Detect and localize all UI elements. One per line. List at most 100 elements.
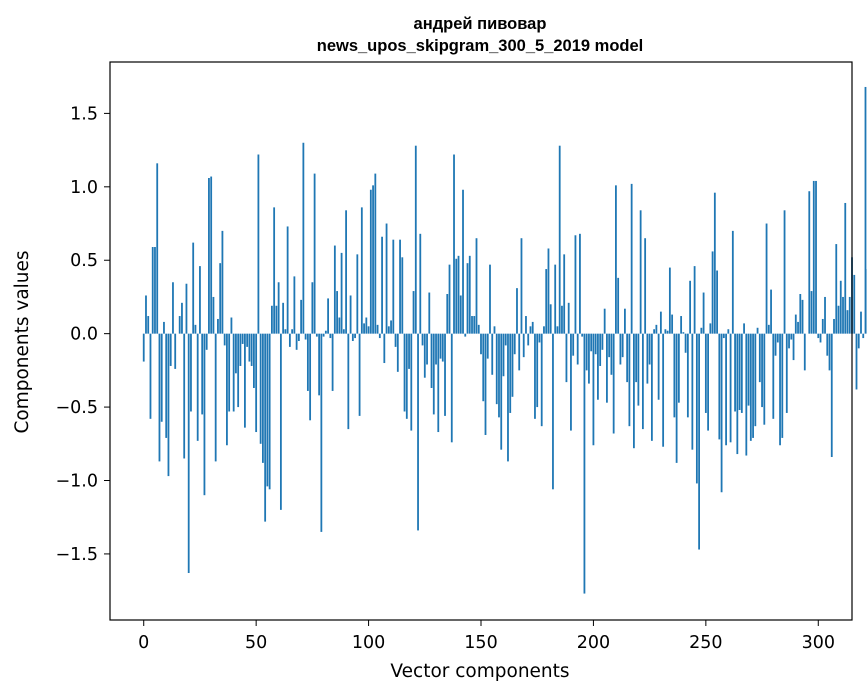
y-tick-label: 0.5: [70, 251, 98, 271]
bar-216: [628, 333, 631, 427]
bar-321: [864, 86, 867, 334]
bar-131: [437, 333, 440, 433]
bar-197: [585, 333, 588, 371]
bar-106: [381, 236, 383, 334]
bar-145: [468, 255, 471, 334]
bar-78: [318, 333, 321, 396]
bar-277: [765, 223, 768, 334]
bar-272: [754, 333, 757, 427]
bar-202: [597, 333, 599, 400]
bar-300: [817, 333, 820, 339]
bar-319: [860, 311, 862, 334]
bar-97: [360, 207, 363, 334]
bar-276: [763, 333, 766, 425]
bar-121: [414, 145, 417, 334]
bar-11: [167, 333, 170, 477]
bar-247: [698, 333, 700, 550]
bar-308: [835, 244, 838, 334]
bar-81: [324, 330, 327, 334]
bar-5: [154, 247, 156, 334]
bar-134: [444, 333, 446, 416]
bar-191: [572, 333, 575, 356]
bar-235: [671, 314, 674, 334]
bar-58: [273, 207, 276, 334]
bar-210: [615, 185, 617, 334]
bar-13: [172, 282, 174, 334]
bar-254: [713, 192, 716, 334]
bar-266: [740, 333, 743, 413]
plot-area-frame: [109, 61, 853, 621]
bar-155: [491, 333, 494, 375]
bar-198: [588, 333, 590, 384]
bar-240: [682, 332, 685, 334]
bar-280: [772, 333, 775, 419]
bar-310: [839, 280, 842, 334]
bar-275: [761, 333, 763, 408]
bar-196: [583, 333, 586, 594]
bar-122: [417, 333, 419, 531]
x-tick-label: 300: [802, 633, 835, 653]
bar-169: [522, 333, 525, 358]
bar-0: [142, 333, 145, 362]
bar-113: [396, 333, 399, 372]
bar-257: [720, 333, 723, 493]
bar-318: [857, 333, 860, 349]
bar-189: [567, 302, 570, 334]
bar-250: [704, 333, 707, 413]
bar-42: [237, 333, 240, 408]
bar-273: [756, 327, 759, 334]
bar-108: [385, 223, 388, 334]
bar-120: [412, 291, 415, 334]
bar-253: [711, 251, 714, 334]
bar-274: [758, 333, 761, 383]
bar-69: [297, 333, 300, 341]
bar-107: [383, 333, 386, 364]
bar-40: [232, 333, 235, 412]
bar-260: [727, 329, 730, 334]
bar-38: [228, 333, 231, 412]
bar-17: [181, 302, 183, 334]
bar-174: [534, 333, 536, 419]
bar-313: [846, 310, 849, 334]
bar-164: [511, 333, 514, 397]
bar-183: [554, 264, 557, 334]
bar-135: [446, 294, 449, 334]
bar-132: [439, 333, 442, 359]
bar-270: [749, 333, 752, 441]
bar-150: [480, 333, 482, 355]
bar-180: [547, 248, 550, 334]
bar-299: [815, 180, 817, 334]
bar-4: [151, 247, 154, 334]
bar-90: [345, 210, 347, 334]
y-tick-label: −0.5: [56, 398, 99, 418]
y-tick-label: 1.0: [70, 178, 98, 198]
bar-170: [525, 316, 527, 334]
bar-184: [556, 326, 559, 334]
bar-66: [291, 329, 294, 334]
bar-99: [365, 317, 368, 334]
bar-46: [246, 333, 249, 347]
bar-32: [214, 333, 217, 462]
bar-228: [655, 324, 658, 334]
bar-259: [725, 333, 727, 446]
bar-221: [639, 210, 642, 334]
bar-39: [230, 317, 233, 334]
bar-100: [367, 326, 370, 334]
bar-84: [331, 333, 334, 391]
bar-305: [828, 333, 831, 371]
bar-91: [347, 333, 350, 430]
bar-265: [738, 333, 741, 411]
bar-289: [792, 333, 795, 361]
bar-140: [457, 255, 460, 334]
bar-101: [369, 189, 372, 334]
bar-297: [810, 291, 813, 334]
bar-111: [392, 239, 395, 334]
bar-57: [270, 305, 273, 334]
bar-126: [426, 333, 428, 365]
bar-168: [520, 238, 523, 334]
bar-251: [707, 333, 709, 431]
bar-8: [160, 333, 163, 422]
x-tick-label: 150: [464, 633, 497, 653]
bar-136: [448, 264, 451, 334]
